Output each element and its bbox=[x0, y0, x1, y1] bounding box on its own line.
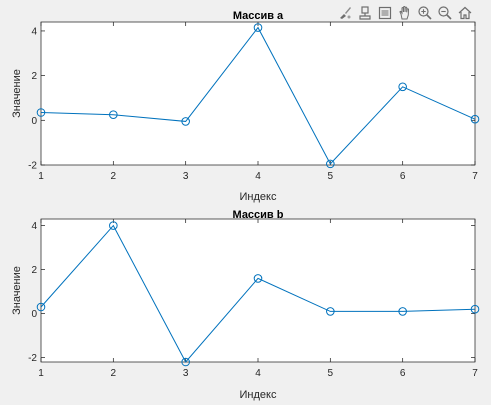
axes-a-ylabel: Значение bbox=[11, 69, 23, 118]
legend-icon[interactable] bbox=[375, 4, 394, 23]
y-tick-label: 0 bbox=[31, 116, 37, 127]
x-tick-label: 5 bbox=[328, 171, 334, 182]
y-tick-label: 2 bbox=[31, 71, 37, 82]
y-tick-label: -2 bbox=[28, 353, 37, 364]
y-tick-label: 4 bbox=[31, 221, 37, 232]
x-tick-label: 3 bbox=[183, 368, 189, 379]
axes-a-plot-area[interactable] bbox=[41, 22, 475, 165]
axes-b-xlabel: Индекс bbox=[240, 389, 277, 401]
axes-a-xlabel: Индекс bbox=[240, 191, 277, 203]
y-tick-label: 0 bbox=[31, 309, 37, 320]
x-tick-label: 1 bbox=[38, 368, 44, 379]
home-icon[interactable] bbox=[455, 4, 474, 23]
y-tick-label: -2 bbox=[28, 161, 37, 172]
zoom-out-icon[interactable] bbox=[435, 4, 454, 23]
pan-icon[interactable] bbox=[395, 4, 414, 23]
x-tick-label: 6 bbox=[400, 368, 406, 379]
x-tick-label: 6 bbox=[400, 171, 406, 182]
brush-icon[interactable] bbox=[335, 4, 354, 23]
axes-b-plot-area[interactable] bbox=[41, 219, 475, 362]
y-tick-label: 2 bbox=[31, 265, 37, 276]
data-tips-icon[interactable] bbox=[355, 4, 374, 23]
x-tick-label: 4 bbox=[255, 368, 261, 379]
axes-toolbar bbox=[335, 3, 474, 23]
x-tick-label: 3 bbox=[183, 171, 189, 182]
x-tick-label: 2 bbox=[111, 368, 117, 379]
y-tick-label: 4 bbox=[31, 26, 37, 37]
x-tick-label: 5 bbox=[328, 368, 334, 379]
axes-a-title: Массив a bbox=[233, 10, 284, 22]
x-tick-label: 7 bbox=[472, 171, 478, 182]
x-tick-label: 7 bbox=[472, 368, 478, 379]
x-tick-label: 4 bbox=[255, 171, 261, 182]
x-tick-label: 2 bbox=[111, 171, 117, 182]
x-tick-label: 1 bbox=[38, 171, 44, 182]
zoom-in-icon[interactable] bbox=[415, 4, 434, 23]
axes-b-ylabel: Значение bbox=[11, 266, 23, 315]
axes-b-title: Массив b bbox=[233, 209, 284, 221]
